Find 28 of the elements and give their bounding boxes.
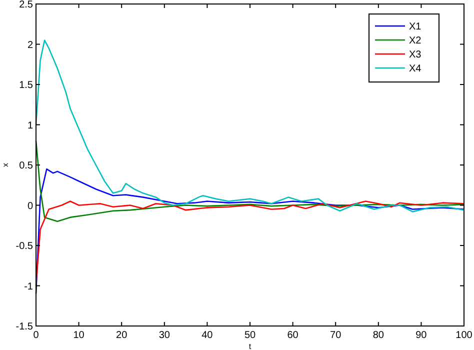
x-axis-title: t bbox=[248, 342, 252, 350]
y-tick-label: -1 bbox=[24, 281, 34, 292]
y-tick-label: 2 bbox=[27, 40, 34, 51]
legend-label: X3 bbox=[409, 50, 422, 60]
legend-label: X2 bbox=[409, 36, 422, 46]
legend-label: X1 bbox=[409, 22, 422, 32]
x-tick-label: 60 bbox=[287, 330, 299, 341]
x-tick-label: 70 bbox=[330, 330, 342, 341]
y-axis-title: x bbox=[1, 163, 10, 167]
y-tick-label: 0.5 bbox=[19, 160, 34, 172]
y-tick-label: 1.5 bbox=[19, 80, 34, 91]
y-tick-label: 1 bbox=[27, 120, 34, 132]
x-tick-label: 10 bbox=[73, 330, 85, 341]
x-tick-label: 50 bbox=[244, 330, 256, 341]
legend-label: X4 bbox=[409, 64, 422, 74]
line-series bbox=[35, 200, 465, 286]
x-tick-label: 100 bbox=[456, 330, 473, 341]
y-tick-label: -0.5 bbox=[16, 241, 34, 252]
y-tick-label: 2.5 bbox=[19, 0, 34, 10]
x-tick-label: 40 bbox=[202, 330, 214, 341]
x-tick-label: 80 bbox=[372, 330, 384, 341]
line-series bbox=[35, 140, 465, 222]
x-tick-label: 20 bbox=[116, 330, 128, 341]
y-tick-label: 0 bbox=[27, 200, 34, 212]
y-tick-label: -1.5 bbox=[16, 322, 34, 332]
x-tick-label: 90 bbox=[416, 330, 428, 341]
line-series bbox=[35, 168, 465, 294]
x-tick-label: 30 bbox=[158, 330, 170, 341]
